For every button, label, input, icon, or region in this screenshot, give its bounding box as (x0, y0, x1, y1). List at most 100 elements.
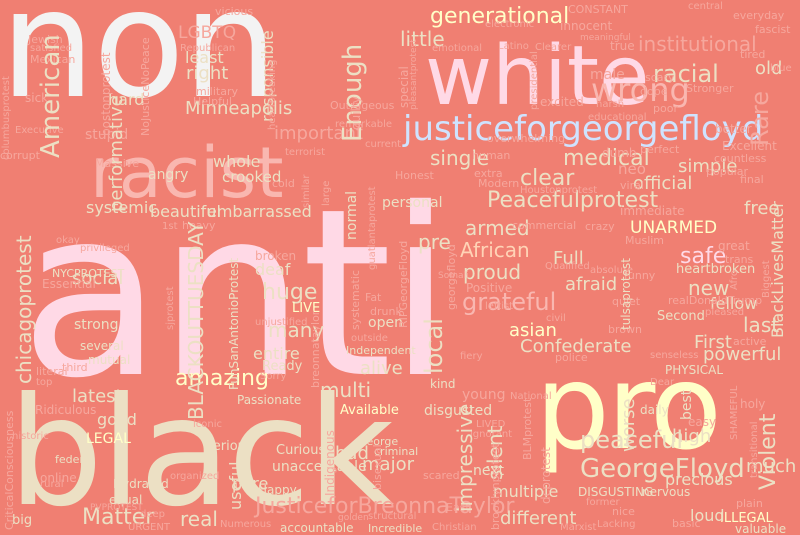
word-american: American (36, 34, 66, 158)
word-legal: LEGAL (86, 431, 131, 447)
word-proud: proud (463, 260, 522, 284)
word-much: much (746, 456, 797, 477)
word-popular: popular (706, 165, 748, 178)
word-justiceforbreonnataylor: JusticeforBreonnaTaylor (255, 494, 515, 519)
word-better: better (715, 122, 752, 136)
word-lived: LIVED (476, 419, 506, 430)
word-afro: Afro (729, 269, 740, 290)
word-east: East (446, 501, 470, 514)
word-remarkable: remarkable (335, 119, 393, 130)
word-overwhelming: overwhelming (487, 132, 566, 145)
word-blackouttuesday: BLACKOUTTUESDAY (184, 221, 208, 420)
word-single: single (430, 146, 490, 170)
word-racist: racist (90, 132, 284, 214)
word-pleased: pleased (705, 307, 745, 318)
word-current: current (365, 139, 402, 150)
word-beautiful: beautiful (150, 202, 221, 221)
word-easy: easy (688, 415, 717, 429)
word-simple: simple (678, 156, 738, 177)
word-anti: anti (20, 159, 453, 429)
word-great: great (718, 239, 750, 253)
word-viral: viral (620, 179, 644, 192)
word-violent: Violent (756, 413, 781, 490)
word-peacefulprotest: Peacefulprotest (487, 188, 659, 213)
word-innocent: innocent (560, 19, 613, 33)
word-pre: pre (418, 230, 451, 254)
word-muslim: Muslim (625, 234, 665, 247)
word-personal: personal (382, 195, 443, 211)
word-accountable: accountable (280, 521, 354, 535)
word-federal: federal (55, 453, 94, 466)
word-african: African (460, 238, 530, 262)
word-absolute: absolute (590, 265, 633, 276)
word-important: important (274, 123, 363, 144)
word-rare: Rare (746, 91, 774, 146)
word-blue: blue (770, 63, 792, 74)
word-rural: rural (40, 479, 64, 490)
word-columbusprotest: columbusprotest (1, 76, 12, 160)
word-nice: nice (612, 505, 635, 518)
word-lgbtq: LGBTQ (178, 23, 237, 43)
word-several: several (80, 339, 124, 353)
word-terrorist: terrorist (285, 147, 326, 158)
word-constant: CONSTANT (568, 3, 628, 16)
word-bisexual: bisexual (371, 444, 384, 490)
word-republican: Republican (180, 43, 236, 54)
word-medical: medical (563, 146, 650, 171)
word-essential: Essential (42, 277, 96, 291)
word-hydrated: Hydrated (113, 477, 169, 491)
word-biggest: Biggest (761, 260, 772, 298)
word-criticalconsciousness: CriticalConsciousness (3, 410, 16, 530)
word-executive: Executive (15, 125, 64, 136)
word-privileged: privileged (80, 243, 130, 254)
word-fat: Fat (365, 291, 382, 304)
word-live: LIVE (292, 301, 321, 316)
word-senseless: senseless (650, 350, 699, 361)
word-plain: plain (736, 497, 763, 510)
word-latest: latest (72, 386, 123, 407)
word-justiceforgeorgefloyd: justiceforgeorgefloyd (403, 109, 764, 149)
word-armed: armed (465, 216, 530, 240)
word-daily: daily (640, 403, 669, 417)
word-marxist: Marxist (560, 522, 597, 533)
word-outrageous: Outrageous (330, 99, 395, 112)
word-white: white (425, 29, 650, 124)
word-grateful: grateful (462, 288, 557, 316)
word-funsanantonioprotest: FunSanAntonioProtest (227, 257, 241, 390)
word-houstonprotest: Houstonprotest (520, 185, 598, 196)
word-little: little (400, 27, 445, 51)
word-brooklynprotest: brooklynprotest (489, 443, 502, 530)
word-multiple: multiple (493, 482, 559, 501)
word-countless: countless (714, 152, 767, 165)
word-1st: 1st (162, 221, 178, 232)
word-big: big (12, 513, 33, 528)
word-vicious: vicious (215, 5, 254, 18)
word-bad: bad (335, 443, 369, 464)
word-independent: Independent (346, 344, 416, 357)
word-helpful: Helpful (193, 95, 232, 108)
word-dear: Dear (650, 377, 675, 388)
word-final: final (740, 173, 764, 186)
word-christian: Christian (432, 522, 477, 533)
word-unacceptable: unacceptable (272, 459, 367, 475)
word-dope: dope (640, 85, 668, 98)
word-unjustified: unjustified (255, 317, 308, 328)
word-local: local (420, 318, 448, 374)
word-ripgeorgefloyd: RIPGeorgeFloyd (397, 240, 410, 328)
word-old: old (755, 58, 783, 79)
word-scared: scared (423, 469, 460, 482)
word-minneapolis: Minneapolis (185, 98, 293, 119)
word-pro: pro (535, 338, 722, 476)
word-large: large (321, 180, 332, 206)
word-kind: kind (430, 377, 456, 391)
word-shameful: SHAMEFUL (729, 385, 740, 440)
word-wrong: wrong (591, 71, 690, 109)
word-disgusted: disgusted (424, 403, 493, 419)
word-scary: scary (645, 71, 675, 84)
word-chicagoprotest: chicagoprotest (12, 235, 36, 384)
word-literal: literal (36, 365, 68, 378)
word-different: different (500, 508, 577, 529)
word-criminal: criminal (374, 445, 419, 458)
word-black: black (8, 366, 394, 535)
word-neo: neo (618, 160, 646, 178)
